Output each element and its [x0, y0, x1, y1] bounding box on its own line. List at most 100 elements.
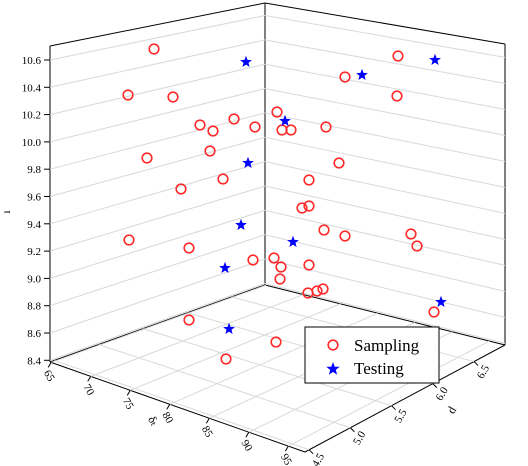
sampling-point: [318, 224, 330, 236]
sampling-point: [296, 202, 308, 214]
z-grid-right-line: [264, 234, 506, 292]
z-grid-right-line: [264, 282, 506, 344]
x-tick-mark: [284, 445, 289, 452]
x-tick-label: 90: [239, 438, 255, 454]
sampling-point: [148, 43, 160, 55]
sampling-point: [268, 252, 280, 264]
sampling-point: [220, 353, 232, 365]
z-grid-right-line: [264, 136, 506, 188]
x-tick-mark: [47, 362, 52, 368]
z-grid-left-line: [49, 15, 266, 61]
z-tick-label: 8.4: [27, 355, 41, 367]
x-tick-mark: [87, 376, 92, 382]
z-grid-right-line: [264, 185, 506, 240]
z-grid-right-line: [264, 39, 506, 84]
sampling-point: [320, 121, 332, 133]
sampling-point: [317, 283, 329, 295]
y-grid-floor-line: [142, 328, 392, 407]
sampling-point: [276, 124, 288, 136]
sampling-point: [275, 261, 287, 273]
sampling-point: [175, 183, 187, 195]
y-axis-label: d: [444, 404, 459, 416]
sampling-point: [141, 152, 153, 164]
legend-box: [304, 326, 440, 384]
floor-back-right-edge: [264, 284, 506, 346]
sampling-point: [194, 119, 206, 131]
y-grid-floor-line: [98, 344, 351, 429]
sampling-point: [303, 200, 315, 212]
z-grid-right-line: [264, 161, 506, 214]
testing-point: [287, 235, 299, 247]
z-tick-label: 8.8: [27, 301, 41, 313]
x-grid-floor-line: [288, 340, 490, 447]
z-grid-right-line: [264, 63, 506, 110]
sampling-point: [405, 228, 417, 240]
x-grid-floor-line: [90, 294, 304, 377]
x-grid-floor-line: [130, 303, 341, 391]
z-grid-left-line: [49, 112, 266, 170]
sampling-point: [183, 242, 195, 254]
z-tick-label: 9.6: [27, 192, 41, 204]
sampling-point: [207, 125, 219, 137]
z-grid-left-line: [49, 161, 266, 225]
x-tick-label: 70: [80, 382, 96, 398]
data-points: [122, 43, 447, 365]
x-grid-floor-line: [51, 284, 267, 363]
testing-point: [240, 55, 252, 67]
testing-point: [235, 218, 247, 230]
axis-panes: [49, 2, 506, 453]
sampling-point: [123, 234, 135, 246]
z-grid-left-line: [49, 258, 266, 334]
z-tick-label: 8.6: [27, 328, 41, 340]
sampling-point: [311, 285, 323, 297]
sampling-point: [247, 254, 259, 266]
sampling-point: [392, 50, 404, 62]
x-tick-mark: [245, 431, 250, 438]
x-tick-label: 85: [199, 424, 215, 440]
sampling-point: [204, 145, 216, 157]
sampling-point: [285, 124, 297, 136]
sampling-point: [303, 259, 315, 271]
legend-sampling-label: Sampling: [354, 336, 420, 355]
x-axis-line: [49, 361, 306, 453]
testing-point: [279, 114, 291, 126]
y-grid-floor-line: [54, 359, 310, 451]
testing-point: [219, 261, 231, 273]
x-tick-label: 75: [120, 396, 136, 412]
z-tick-label: 9.8: [27, 164, 41, 176]
z-grid-right-line: [264, 88, 506, 136]
sampling-point: [271, 106, 283, 118]
z-tick-label: 10.0: [22, 137, 42, 149]
sampling-point: [217, 173, 229, 185]
sampling-point: [249, 121, 261, 133]
x-tick-label: 80: [159, 410, 175, 426]
sampling-point: [183, 314, 195, 326]
z-grid-right-line: [264, 258, 506, 318]
sampling-point: [274, 273, 286, 285]
x-tick-mark: [166, 404, 171, 410]
z-grid-left-line: [49, 88, 266, 143]
z-grid-left-line: [49, 185, 266, 252]
sampling-point: [339, 230, 351, 242]
sampling-point: [303, 174, 315, 186]
sampling-point: [228, 113, 240, 125]
legend-sampling-marker: [327, 339, 339, 351]
z-grid-left-line: [49, 234, 266, 307]
testing-point: [242, 156, 254, 168]
x-tick-label: 65: [41, 368, 57, 384]
z-tick-label: 9.2: [27, 246, 41, 258]
legend: Sampling Testing: [304, 326, 440, 384]
sampling-point: [167, 91, 179, 103]
z-grid-left-line: [49, 63, 266, 116]
x-tick-label: 95: [278, 452, 294, 466]
grid-lines: [49, 15, 506, 451]
legend-testing-marker: [326, 362, 340, 375]
z-tick-label: 10.2: [22, 110, 41, 122]
x-tick-mark: [205, 417, 210, 424]
sampling-point: [391, 90, 403, 102]
z-tick-label: 10.4: [22, 82, 42, 94]
x-axis-label: δₜ: [145, 414, 162, 429]
z-grid-left-line: [49, 136, 266, 197]
sampling-point: [270, 336, 282, 348]
